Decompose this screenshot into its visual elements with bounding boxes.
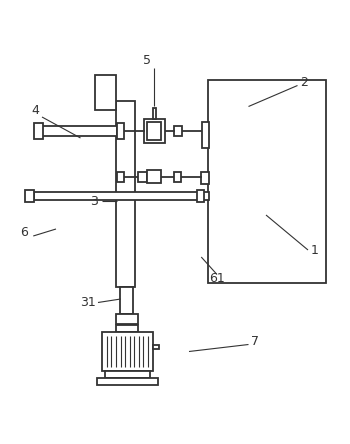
Bar	[201, 171, 209, 184]
Bar	[117, 171, 124, 182]
Bar	[202, 122, 209, 148]
Bar	[34, 123, 43, 139]
Bar	[34, 192, 209, 200]
Bar	[117, 123, 124, 139]
Bar	[116, 325, 138, 332]
Text: 4: 4	[31, 103, 39, 116]
Bar	[138, 171, 147, 182]
Text: 3: 3	[91, 194, 98, 207]
Bar	[102, 332, 153, 371]
Bar	[94, 75, 116, 110]
Text: 2: 2	[301, 75, 308, 88]
Text: 5: 5	[143, 55, 151, 67]
Bar	[208, 80, 326, 283]
Bar	[116, 314, 138, 324]
Bar	[147, 122, 161, 140]
Bar	[42, 126, 117, 136]
Bar	[97, 378, 158, 385]
Bar	[25, 190, 34, 202]
Text: 1: 1	[311, 243, 319, 257]
Bar	[105, 371, 150, 378]
Bar	[147, 170, 161, 183]
Text: 61: 61	[209, 271, 225, 285]
Bar	[153, 107, 156, 119]
Text: 31: 31	[80, 296, 95, 309]
Bar	[197, 190, 204, 202]
Text: 7: 7	[252, 334, 259, 348]
Bar	[120, 287, 133, 314]
Text: 6: 6	[21, 226, 28, 239]
Bar	[174, 171, 181, 182]
Bar	[153, 345, 159, 349]
Bar	[144, 119, 164, 143]
Bar	[116, 101, 135, 287]
Bar	[174, 126, 182, 136]
